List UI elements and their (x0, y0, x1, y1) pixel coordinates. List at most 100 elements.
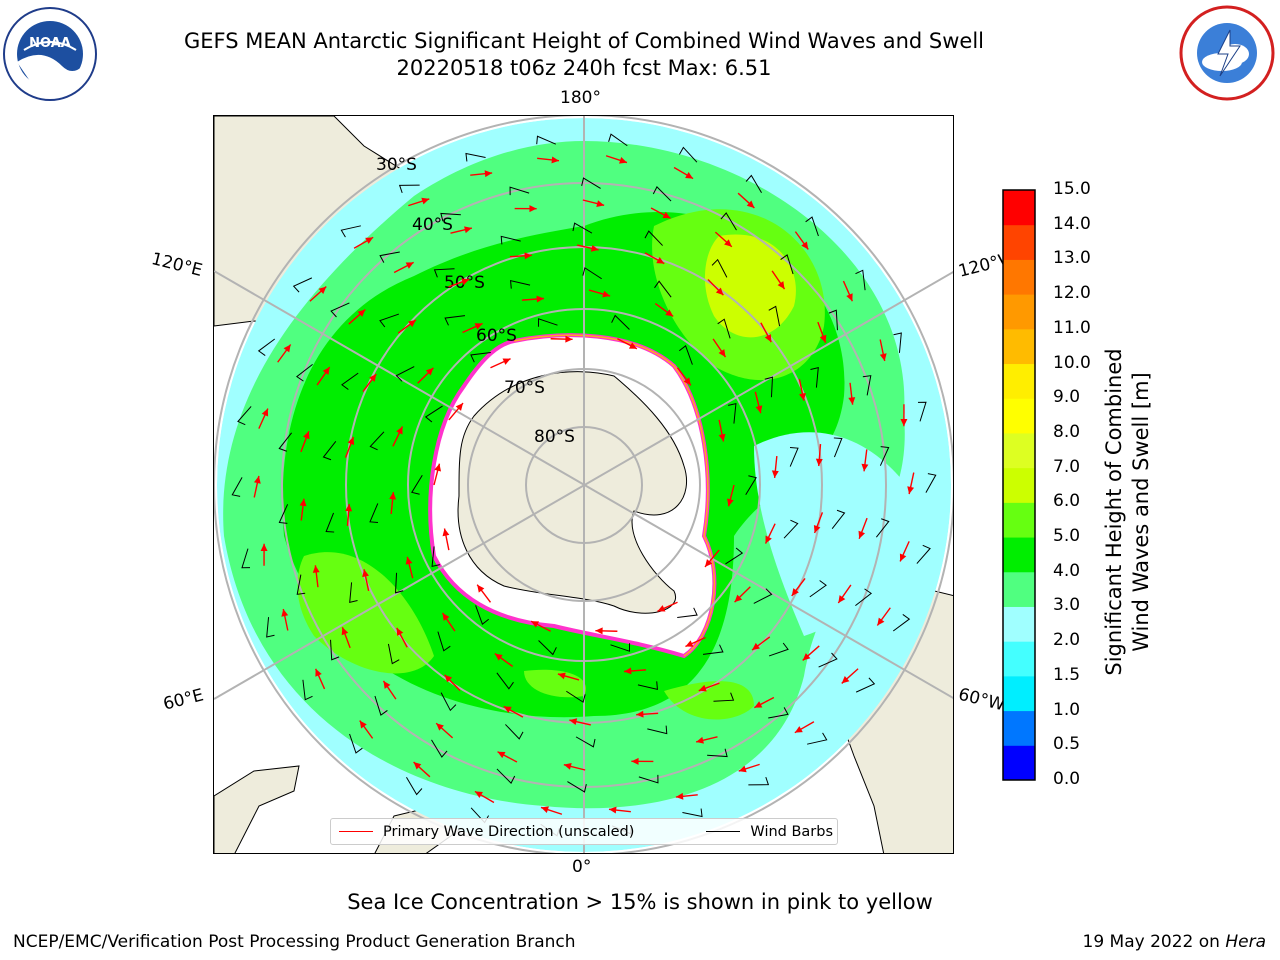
wave-arrow-head (698, 684, 707, 692)
wind-barb (394, 572, 404, 594)
wind-barb (237, 406, 252, 426)
wind-barb (789, 446, 799, 467)
wind-barb (893, 332, 902, 353)
wave-arrow-head (434, 463, 442, 472)
wind-barb (855, 677, 876, 693)
wave-arrow-head (315, 668, 322, 677)
wind-barb (652, 186, 672, 202)
wave-arrow-head (794, 726, 803, 733)
wind-barb (566, 690, 586, 703)
wave-arrow-head (347, 437, 355, 446)
wind-barb (369, 503, 379, 524)
wind-barb (537, 318, 558, 327)
wind-barb (349, 733, 363, 754)
wave-arrow-head (260, 543, 268, 551)
wave-arrow-head (477, 584, 485, 593)
wind-barbs (231, 133, 937, 837)
wave-arrow-head (389, 492, 397, 500)
wave-arrow-head (503, 706, 512, 713)
colorbar-tick-label: 1.0 (1053, 699, 1081, 720)
wave-arrow-head (569, 718, 578, 726)
colorbar-bin (1003, 675, 1035, 712)
wave-direction-arrows (253, 155, 915, 815)
wind-barb (465, 152, 486, 162)
wind-barb (768, 707, 789, 719)
wave-arrow-head (261, 408, 269, 417)
wave-arrow-head (299, 498, 307, 507)
map-frame: 30°S 40°S 50°S 60°S 70°S 80°S (213, 115, 954, 854)
wave-arrow-head (675, 792, 684, 800)
wind-barb (278, 432, 293, 452)
wave-arrow-head (802, 653, 811, 661)
wave-arrow-head (801, 241, 809, 250)
wave-arrow-head (341, 627, 349, 636)
wind-barb (644, 230, 663, 246)
wave-arrow-head (848, 397, 856, 405)
wave-arrow-head (734, 594, 743, 603)
wind-barb (433, 268, 455, 278)
wind-barb (831, 509, 846, 530)
wind-barb (805, 216, 819, 237)
wave-arrow-head (657, 605, 666, 612)
wave-arrow-head (791, 588, 799, 596)
wind-barb (505, 724, 524, 740)
wind-barb (677, 607, 698, 618)
wave-arrow-head (502, 358, 511, 365)
wave-arrow-head (302, 431, 310, 440)
wave-arrow-head (755, 405, 763, 414)
wind-barb (496, 768, 516, 784)
wind-barb (707, 748, 728, 758)
wave-arrow-head (425, 367, 434, 376)
wind-barb (395, 366, 415, 382)
wind-barb (322, 440, 337, 461)
wave-arrow-head (858, 530, 866, 539)
wave-arrow-head (565, 335, 573, 343)
wave-arrow-head (563, 763, 572, 770)
wind-barb (745, 174, 762, 193)
wave-arrow-head (764, 334, 772, 343)
wave-arrow-head (683, 377, 691, 386)
credit-date: 19 May 2022 on (1082, 932, 1220, 952)
wave-arrow-head (799, 392, 806, 401)
lon-label-0: 0° (572, 857, 592, 877)
wave-arrow-head (900, 419, 908, 427)
wave-arrow-head (369, 374, 377, 382)
wind-barb (398, 184, 420, 194)
colorbar-bin (1003, 259, 1035, 295)
colorbar-bin (1003, 710, 1035, 746)
wind-barb (810, 367, 819, 388)
wind-barb (379, 251, 400, 263)
wave-arrow-head (421, 197, 430, 205)
wind-barb (717, 318, 731, 339)
wind-barb (572, 222, 593, 234)
legend-wave-swatch (339, 831, 373, 832)
colorbar-bin (1003, 641, 1035, 677)
wind-barb (424, 405, 443, 423)
wave-arrow-head (665, 309, 674, 317)
wind-barb (538, 640, 557, 656)
wave-arrow-head (777, 281, 785, 290)
colorbar-bin (1003, 606, 1035, 642)
wind-barb (496, 672, 514, 690)
colorbar (1002, 189, 1036, 781)
wave-arrow-head (365, 237, 374, 244)
wave-arrow-head (359, 720, 367, 729)
wind-barb (745, 475, 757, 495)
wave-arrow-head (253, 475, 261, 484)
wind-barb (411, 475, 423, 495)
noaa-logo: NOAA (3, 7, 97, 101)
wind-barb (349, 582, 358, 603)
wave-arrow-head (405, 556, 413, 565)
colorbar-tick-label: 0.0 (1053, 769, 1081, 789)
wave-arrow-head (704, 559, 713, 567)
wave-arrow-head (357, 309, 366, 317)
wave-arrow-head (408, 319, 416, 328)
wave-arrow-head (602, 290, 611, 298)
wave-arrow-head (718, 349, 726, 358)
wind-barb (581, 177, 601, 189)
wave-arrow-head (636, 710, 644, 718)
colorbar-bin (1003, 745, 1035, 781)
wave-arrow-head (595, 627, 603, 635)
colorbar-tick-label: 12.0 (1053, 283, 1091, 304)
colorbar-bin (1003, 571, 1035, 607)
